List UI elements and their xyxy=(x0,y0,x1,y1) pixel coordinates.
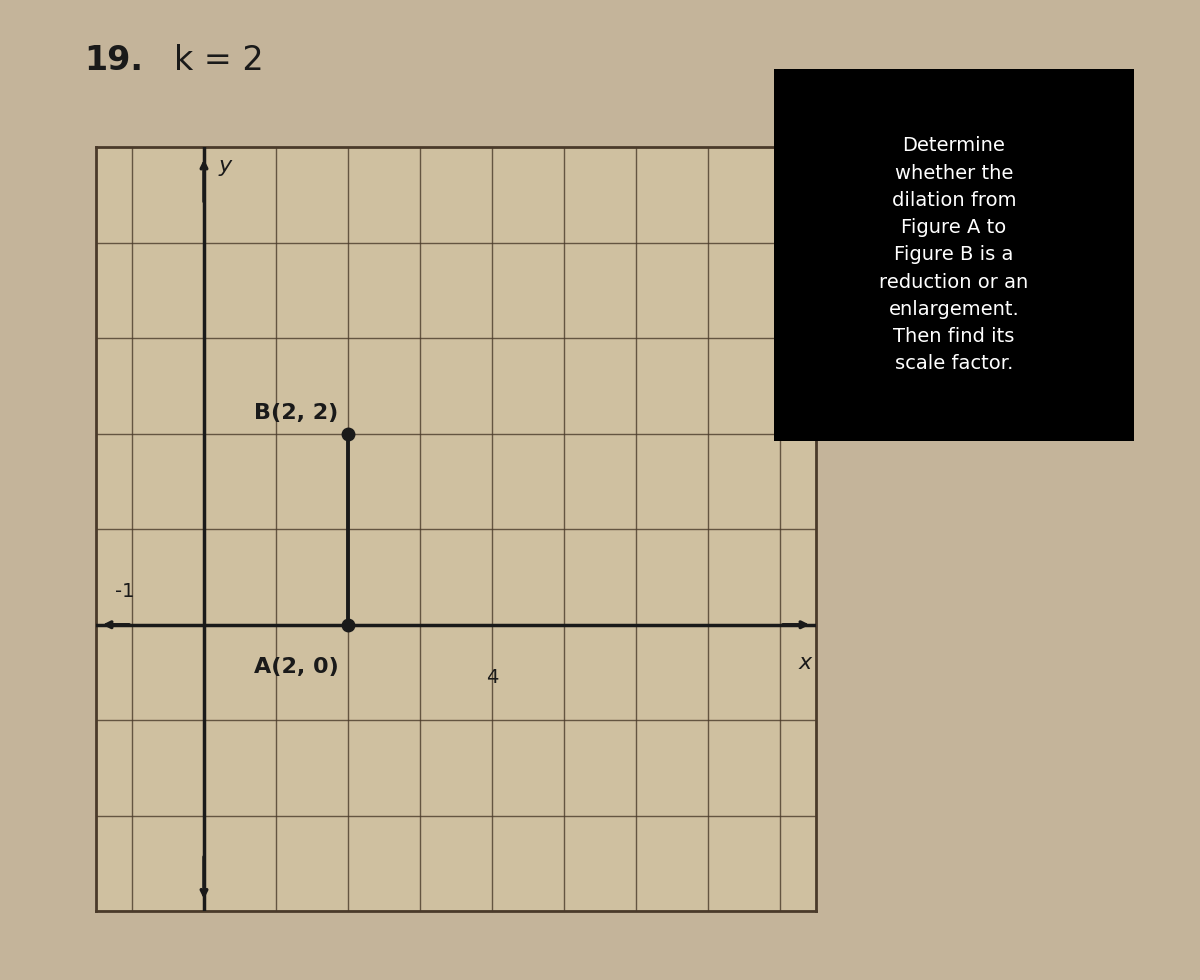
Text: 4: 4 xyxy=(486,667,498,687)
Text: B(2, 2): B(2, 2) xyxy=(254,404,338,423)
Text: x: x xyxy=(799,653,811,673)
Text: A(2, 0): A(2, 0) xyxy=(254,657,340,676)
Text: 19.: 19. xyxy=(84,44,143,77)
Text: k = 2: k = 2 xyxy=(174,44,264,77)
Text: -1: -1 xyxy=(115,582,134,601)
Text: y: y xyxy=(220,156,232,176)
Text: Determine
whether the
dilation from
Figure A to
Figure B is a
reduction or an
en: Determine whether the dilation from Figu… xyxy=(880,136,1028,373)
